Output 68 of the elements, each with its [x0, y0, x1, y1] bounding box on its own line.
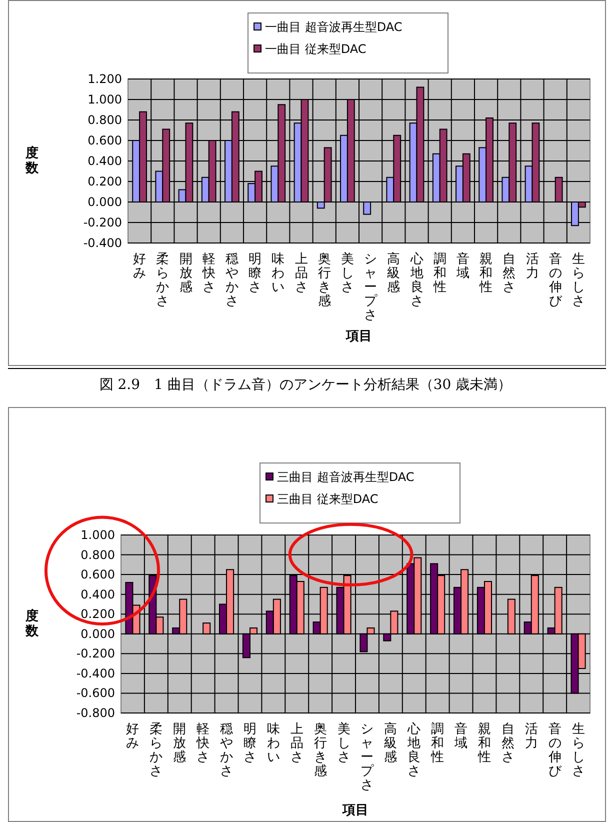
legend-label: 三曲目 従来型DAC	[277, 492, 378, 506]
x-tick-label: 音域	[455, 252, 470, 281]
x-tick-label: 明瞭さ	[248, 252, 262, 295]
x-tick-label: 親和性	[478, 252, 493, 295]
y-tick-label: 0.800	[88, 113, 122, 127]
y-tick-label: 0.200	[80, 607, 115, 622]
x-tick-label: 奥行き感	[318, 252, 331, 309]
x-tick-label: 親和性	[476, 722, 491, 765]
x-tick-label: 心地良さ	[409, 251, 424, 309]
y-tick-label: 0.400	[88, 154, 122, 168]
y-tick-label: -0.600	[76, 686, 115, 700]
y-tick-label: -0.200	[76, 646, 115, 661]
x-axis-title: 項目	[342, 803, 368, 818]
x-tick-label: 軽快さ	[196, 722, 210, 765]
legend-label: 三曲目 超音波再生型DAC	[277, 470, 414, 484]
y-tick-label: 0.200	[88, 174, 122, 188]
x-tick-label: 柔らかさ	[150, 722, 163, 779]
x-tick-label: 活力	[524, 722, 538, 751]
x-tick-label: 生らしさ	[572, 252, 585, 309]
y-tick-label: -0.200	[83, 216, 122, 230]
y-tick-label: 0.000	[88, 195, 122, 209]
x-tick-label: 音の伸び	[547, 722, 562, 779]
y-axis-title: 度数	[24, 608, 40, 639]
x-tick-label: 開放感	[179, 252, 192, 295]
legend-label: 一曲目 超音波再生型DAC	[265, 20, 402, 34]
x-tick-label: 上品さ	[290, 722, 304, 765]
x-tick-label: 穏やかさ	[220, 722, 234, 779]
x-tick-label: 好み	[133, 252, 146, 281]
x-tick-label: シャープさ	[364, 252, 378, 323]
y-tick-label: 1.000	[88, 92, 122, 106]
y-tick-label: -0.800	[76, 706, 115, 720]
x-tick-label: 自然さ	[502, 252, 516, 295]
y-tick-label: 0.600	[88, 134, 122, 148]
x-tick-label: 自然さ	[501, 722, 514, 765]
x-tick-label: シャープさ	[360, 722, 375, 793]
x-tick-label: 生らしさ	[572, 722, 585, 779]
x-tick-label: 軽快さ	[201, 252, 216, 295]
x-tick-label: 奥行き感	[314, 722, 327, 779]
y-tick-label: 0.000	[80, 626, 115, 641]
y-tick-label: 1.200	[88, 72, 122, 86]
x-axis-title: 項目	[345, 329, 372, 344]
y-tick-label: -0.400	[76, 666, 115, 680]
x-tick-label: 味わい	[266, 722, 280, 765]
caption: 図 2.9 1 曲目（ドラム音）のアンケート分析結果（30 歳未満）	[98, 376, 513, 394]
y-tick-label: 0.600	[80, 568, 115, 582]
x-tick-label: 美しさ	[340, 251, 354, 295]
y-tick-label: 1.000	[80, 528, 115, 542]
x-tick-label: 高級感	[387, 251, 400, 295]
x-tick-label: 調和性	[430, 722, 444, 765]
x-tick-label: 開放感	[173, 722, 186, 765]
x-tick-label: 味わい	[272, 252, 285, 295]
x-tick-label: 好み	[126, 722, 140, 751]
x-tick-label: 調和性	[432, 252, 446, 295]
x-tick-label: 柔らかさ	[156, 252, 170, 309]
x-tick-label: 明瞭さ	[243, 722, 256, 765]
x-tick-label: 上品さ	[294, 252, 308, 295]
x-tick-label: 穏やかさ	[225, 252, 238, 309]
x-tick-label: 心地良さ	[406, 721, 421, 779]
y-axis-title: 度数	[24, 145, 40, 176]
x-tick-label: 音域	[454, 722, 468, 751]
legend-label: 一曲目 従来型DAC	[265, 42, 366, 56]
x-tick-label: 音の伸び	[548, 252, 563, 309]
x-tick-label: 高級感	[384, 721, 398, 765]
y-tick-label: 0.400	[80, 587, 115, 602]
x-tick-label: 活力	[526, 252, 539, 281]
y-tick-label: -0.400	[83, 236, 122, 250]
x-tick-label: 美しさ	[337, 721, 350, 765]
y-tick-label: 0.800	[80, 548, 115, 562]
